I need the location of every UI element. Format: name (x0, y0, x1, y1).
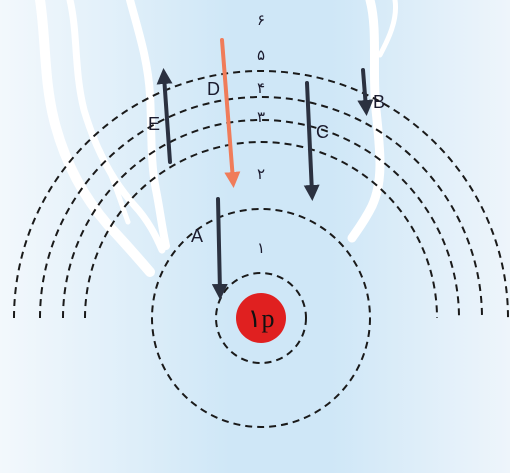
level-label-6: ۶ (257, 11, 265, 29)
energy-levels (13, 70, 509, 428)
label-d: D (207, 79, 220, 99)
arrow-e (156, 68, 173, 164)
nucleus-label: ۱p (248, 304, 275, 333)
white-smudges (35, 0, 399, 277)
level-label-4: ۴ (257, 79, 265, 97)
arrow-c (303, 81, 320, 201)
label-e: E (148, 114, 160, 134)
transition-arrows (156, 38, 374, 300)
orbit-level-2 (151, 208, 371, 428)
level-label-1: ۱ (257, 239, 265, 257)
level-label-3: ۳ (257, 108, 265, 126)
nucleus-circle (236, 293, 286, 343)
label-a: A (191, 226, 203, 246)
level-number-labels: ۱ ۲ ۳ ۴ ۵ ۶ (257, 11, 265, 257)
label-b: B (373, 92, 385, 112)
arrow-d (220, 38, 241, 188)
level-label-2: ۲ (257, 165, 265, 183)
label-c: C (316, 122, 329, 142)
level-label-5: ۵ (257, 46, 265, 64)
nucleus: ۱p (236, 293, 286, 343)
arrow-a (211, 197, 228, 300)
orbit-level-6 (13, 70, 509, 319)
arrow-b (357, 68, 374, 116)
transition-labels: A B C D E (148, 79, 385, 246)
orbit-level-1 (215, 272, 307, 364)
orbit-level-3 (84, 141, 438, 319)
